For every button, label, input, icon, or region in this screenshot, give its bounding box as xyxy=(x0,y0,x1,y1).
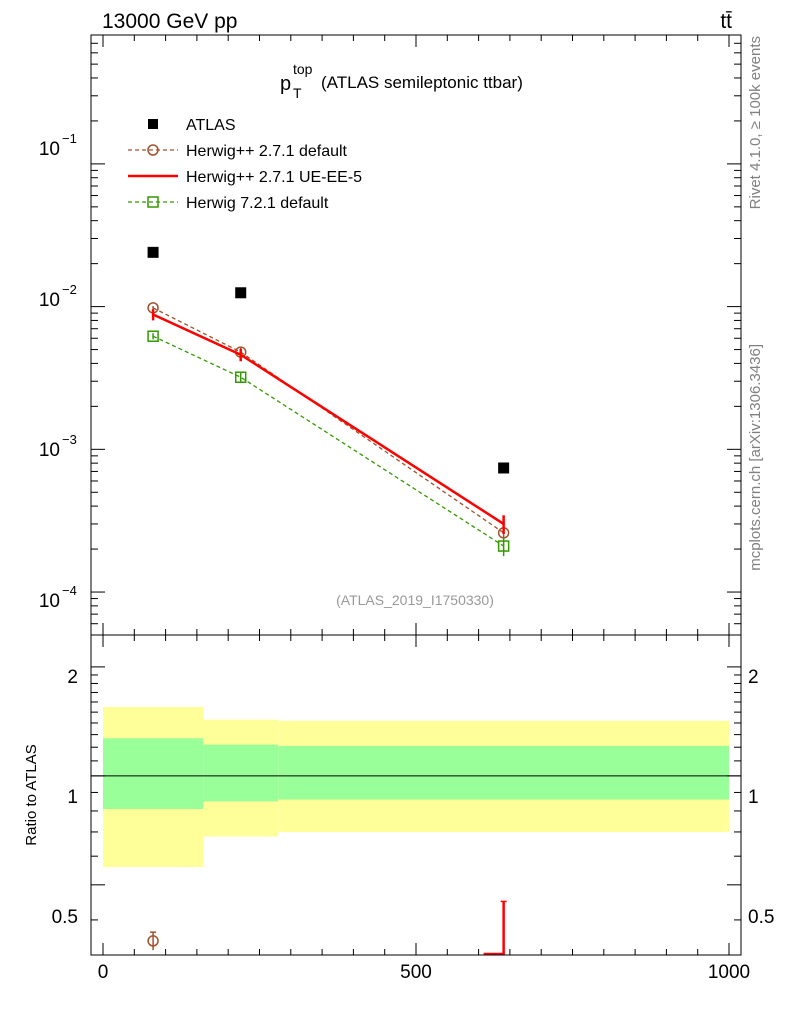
ratio-y-tick-label-right: 1 xyxy=(748,787,759,808)
x-tick-label: 500 xyxy=(400,962,432,983)
data-point-atlas xyxy=(235,287,247,299)
legend-marker-atlas xyxy=(148,119,158,129)
main-y-tick-label-base: 10 xyxy=(39,139,60,160)
data-point-herwig-7-2-1-default xyxy=(234,371,247,383)
legend: ATLAS Herwig++ 2.7.1 default Herwig++ 2.… xyxy=(128,117,362,212)
data-point-herwig-7-2-1-default xyxy=(497,540,510,552)
mcplots-label: mcplots.cern.ch [arXiv:1306.3436] xyxy=(747,344,764,571)
legend-label-atlas: ATLAS xyxy=(186,117,236,134)
ratio-point-herwig-2-7-1-default xyxy=(147,935,159,947)
main-y-tick-label-exp: −1 xyxy=(62,131,77,146)
ratio-band-green xyxy=(203,744,279,802)
ratio-y-tick-label-left: 2 xyxy=(67,667,78,688)
data-point-atlas xyxy=(147,246,159,258)
ratio-markers xyxy=(147,900,507,956)
main-series xyxy=(147,246,510,557)
ratio-axis-title: Ratio to ATLAS xyxy=(23,744,40,845)
x-tick-label: 0 xyxy=(98,962,109,983)
main-y-tick-label-exp: −4 xyxy=(62,583,77,598)
main-y-tick-label-exp: −2 xyxy=(62,282,77,297)
main-y-tick-label-base: 10 xyxy=(39,290,60,311)
rivet-version-label: Rivet 4.1.0, ≥ 100k events xyxy=(747,36,764,209)
x-tick-label: 1000 xyxy=(708,962,750,983)
ratio-y-tick-label-right: 0.5 xyxy=(748,907,774,928)
analysis-id: (ATLAS_2019_I1750330) xyxy=(336,592,494,608)
legend-marker-herwigpp-default xyxy=(147,144,159,156)
title-main: p xyxy=(280,73,291,95)
process-label: tt̄ xyxy=(720,10,732,33)
ratio-y-tick-labels: 2 1 0.5 2 1 0.5 xyxy=(52,667,775,928)
ratio-band-green xyxy=(278,745,729,800)
data-point-atlas xyxy=(498,462,510,474)
main-y-tick-label-exp: −3 xyxy=(62,432,77,447)
ratio-band-green xyxy=(103,738,204,809)
main-y-tick-label-base: 10 xyxy=(39,440,60,461)
ratio-y-tick-label-left: 0.5 xyxy=(52,907,78,928)
legend-label-herwig7-default: Herwig 7.2.1 default xyxy=(186,195,329,212)
main-y-tick-label-base: 10 xyxy=(39,591,60,612)
title-superscript: top xyxy=(293,61,313,77)
title-rest: (ATLAS semileptonic ttbar) xyxy=(321,73,523,92)
main-y-tick-labels: 10 −1 10 −2 10 −3 10 −4 xyxy=(39,131,77,612)
legend-marker-herwig7-default xyxy=(147,196,159,208)
energy-label: 13000 GeV pp xyxy=(102,10,237,33)
x-tick-labels: 0 500 1000 xyxy=(98,962,750,983)
data-point-herwig-7-2-1-default xyxy=(147,330,159,342)
ratio-y-tick-label-right: 2 xyxy=(748,667,759,688)
legend-label-herwigpp-ueee5: Herwig++ 2.7.1 UE-EE-5 xyxy=(186,169,362,186)
legend-label-herwigpp-default: Herwig++ 2.7.1 default xyxy=(186,143,348,160)
ratio-panel-frame xyxy=(90,634,742,956)
ratio-y-tick-label-left: 1 xyxy=(67,787,78,808)
title-subscript: T xyxy=(293,85,302,101)
ratio-bands xyxy=(91,706,741,868)
